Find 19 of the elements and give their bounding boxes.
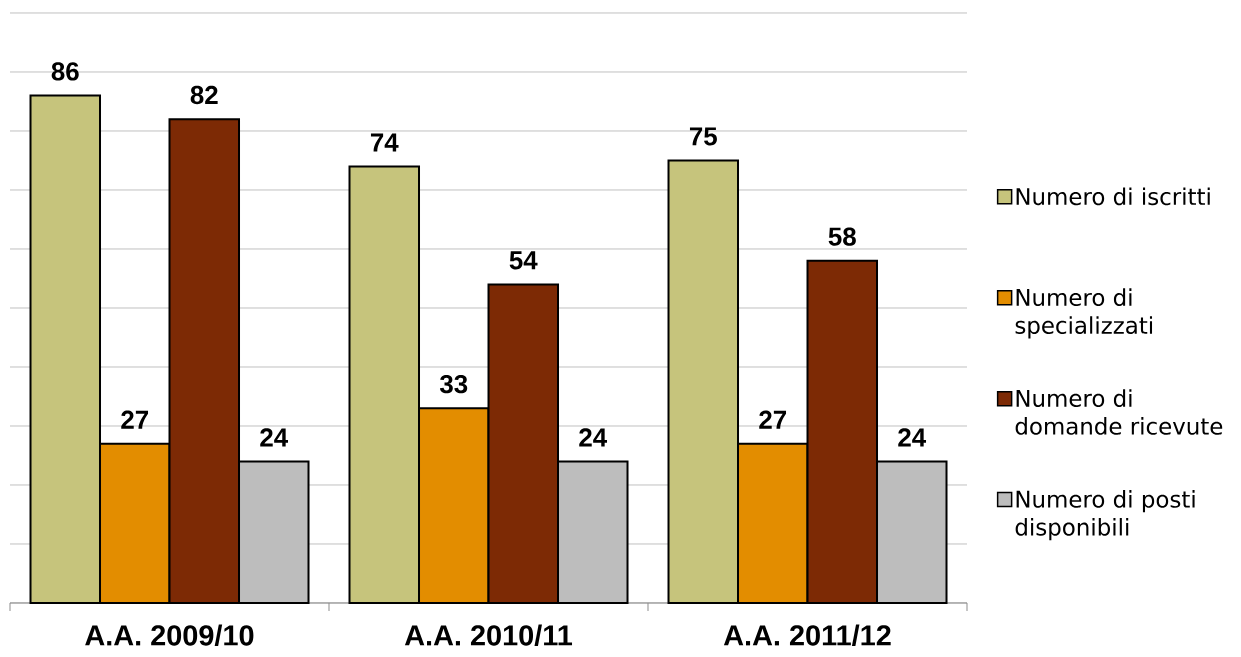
data-label: 54 bbox=[509, 251, 538, 270]
data-label: 27 bbox=[121, 410, 149, 429]
data-label: 74 bbox=[370, 133, 399, 152]
data-label: 33 bbox=[439, 374, 468, 394]
data-label: 82 bbox=[190, 85, 218, 105]
data-label: 86 bbox=[51, 62, 79, 81]
data-label: 75 bbox=[689, 127, 717, 146]
legend-label: Numero di domande ricevute bbox=[1015, 389, 1223, 435]
data-label: 58 bbox=[828, 227, 856, 246]
x-tick-label: A.A. 2010/11 bbox=[404, 624, 573, 646]
legend-label: Numero di posti disponibili bbox=[1015, 490, 1195, 541]
x-tick-label: A.A. 2009/10 bbox=[85, 624, 254, 646]
data-label: 24 bbox=[579, 428, 608, 447]
data-label: 24 bbox=[898, 428, 927, 447]
data-label: 24 bbox=[260, 428, 289, 447]
x-tick-label: A.A. 2011/12 bbox=[723, 624, 891, 646]
legend-label: Numero di specializzati bbox=[1015, 288, 1153, 339]
legend-label: Numero di iscritti bbox=[1016, 187, 1210, 206]
data-label: 27 bbox=[759, 410, 787, 429]
